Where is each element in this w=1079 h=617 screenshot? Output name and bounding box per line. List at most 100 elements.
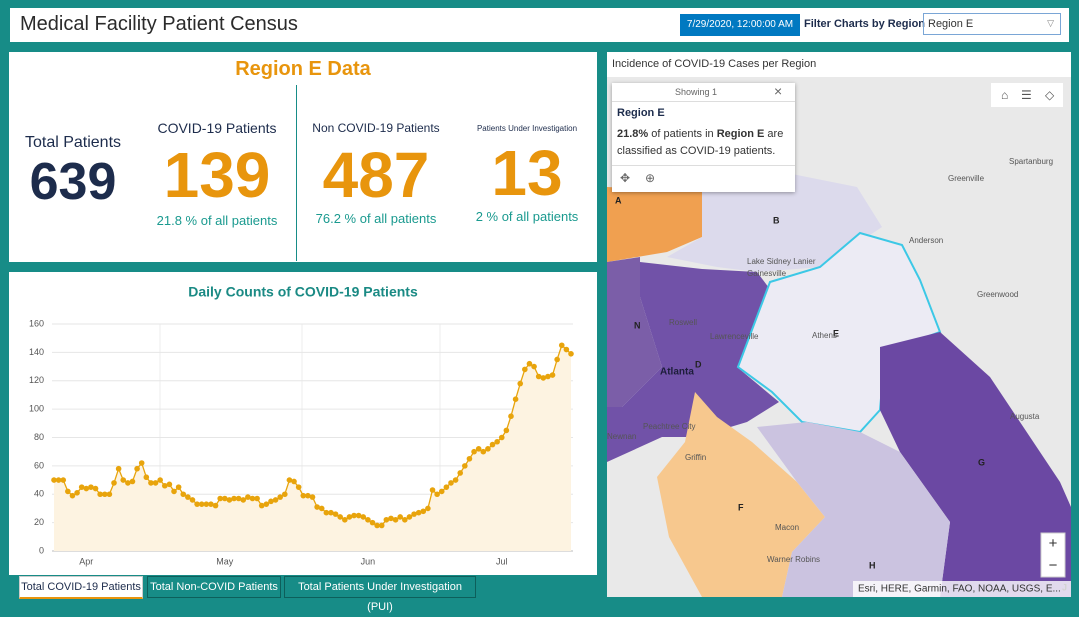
point: [240, 497, 247, 503]
map-panel: Incidence of COVID-19 Cases per Region A…: [607, 52, 1071, 597]
point: [166, 481, 173, 488]
point: [101, 491, 108, 498]
point: [471, 448, 477, 455]
date-button[interactable]: 7/29/2020, 12:00:00 AM: [680, 14, 800, 36]
point: [383, 516, 390, 523]
point: [203, 501, 210, 507]
point: [545, 373, 551, 380]
zoom-in[interactable]: +: [1049, 535, 1058, 552]
noncovid-value: 487: [322, 139, 430, 211]
point: [531, 363, 537, 370]
zoom-out[interactable]: −: [1049, 557, 1058, 574]
map-label: B: [773, 215, 780, 225]
point: [369, 519, 376, 526]
x-tick-label: May: [216, 556, 234, 566]
point: [111, 480, 117, 486]
region-select[interactable]: Region E ▽: [923, 13, 1061, 35]
point: [355, 512, 362, 519]
popup-divider: [612, 165, 795, 166]
point: [508, 413, 514, 420]
map-label: Atlanta: [660, 367, 694, 378]
point: [480, 448, 487, 455]
y-tick-label: 160: [29, 318, 44, 328]
point: [517, 380, 524, 387]
point: [466, 455, 473, 462]
point: [411, 511, 417, 517]
point: [549, 372, 556, 378]
zoom-control: [1040, 532, 1066, 578]
point: [314, 504, 320, 510]
map-label: Anderson: [909, 236, 943, 245]
point: [212, 502, 219, 509]
point: [291, 478, 297, 485]
popup-text: classified as COVID-19 patients.: [617, 145, 776, 157]
point: [346, 514, 353, 520]
point: [249, 495, 256, 502]
point: [498, 434, 505, 441]
point: [554, 356, 560, 363]
point: [351, 512, 357, 519]
point: [475, 446, 482, 452]
popup-divider: [612, 101, 795, 102]
point: [268, 498, 274, 505]
popup-pct: 21.8%: [617, 128, 649, 140]
point: [148, 480, 154, 486]
point: [74, 490, 80, 496]
pui-pct: 2 % of all patients: [475, 209, 579, 224]
pan-icon[interactable]: ✥: [620, 171, 631, 185]
point: [161, 482, 168, 489]
point: [69, 492, 76, 499]
tab[interactable]: Total COVID-19 Patients: [19, 576, 143, 599]
point: [258, 502, 265, 509]
point: [235, 495, 242, 502]
home-icon[interactable]: ⌂: [1001, 88, 1008, 102]
point: [489, 441, 496, 448]
point: [208, 501, 214, 507]
kpi-panel: Region E Data Total Patients 639 COVID-1…: [9, 52, 597, 262]
covid-value: 139: [163, 139, 271, 211]
popup: Showing 1 × Region E 21.8% of patients i…: [612, 83, 795, 192]
pui-value: 13: [491, 137, 563, 209]
layers-icon[interactable]: ◇: [1045, 88, 1055, 102]
point: [415, 509, 422, 516]
tab[interactable]: Total Patients Under Investigation (PUI): [284, 576, 476, 613]
tab[interactable]: Total Non-COVID Patients: [147, 576, 281, 598]
point: [535, 373, 542, 380]
point: [129, 478, 136, 485]
list-icon[interactable]: ☰: [1021, 88, 1032, 102]
map-label: Warner Robins: [767, 555, 820, 564]
point: [462, 463, 468, 469]
map-label: Lawrenceville: [710, 332, 759, 341]
map-label: Greenwood: [977, 290, 1018, 299]
point: [434, 491, 440, 498]
select-value: Region E: [928, 18, 974, 30]
point: [374, 522, 380, 529]
point: [558, 342, 565, 349]
point: [309, 494, 316, 500]
noncovid-label: Non COVID-19 Patients: [312, 121, 440, 135]
point: [406, 514, 413, 520]
point: [217, 495, 223, 502]
point: [494, 438, 500, 445]
point: [125, 480, 131, 486]
map-toolbar: [991, 83, 1063, 107]
chart-title: Daily Counts of COVID-19 Patients: [188, 284, 418, 300]
region-g: [880, 332, 1071, 597]
map-label: Greenville: [948, 174, 985, 183]
point: [378, 522, 385, 529]
point: [194, 501, 200, 507]
point: [526, 360, 533, 367]
popup-close[interactable]: ×: [774, 83, 783, 99]
point: [106, 491, 113, 498]
popup-text: 21.8% of patients in Region E are classif…: [617, 126, 793, 160]
popup-region: Region E: [716, 128, 765, 140]
map-label: D: [695, 359, 702, 369]
point: [115, 465, 122, 472]
point: [97, 491, 103, 498]
point: [568, 350, 574, 357]
point: [360, 514, 367, 520]
map-label: Roswell: [669, 318, 697, 327]
zoom-to-icon[interactable]: ⊕: [645, 171, 656, 185]
map-label: F: [738, 502, 744, 512]
